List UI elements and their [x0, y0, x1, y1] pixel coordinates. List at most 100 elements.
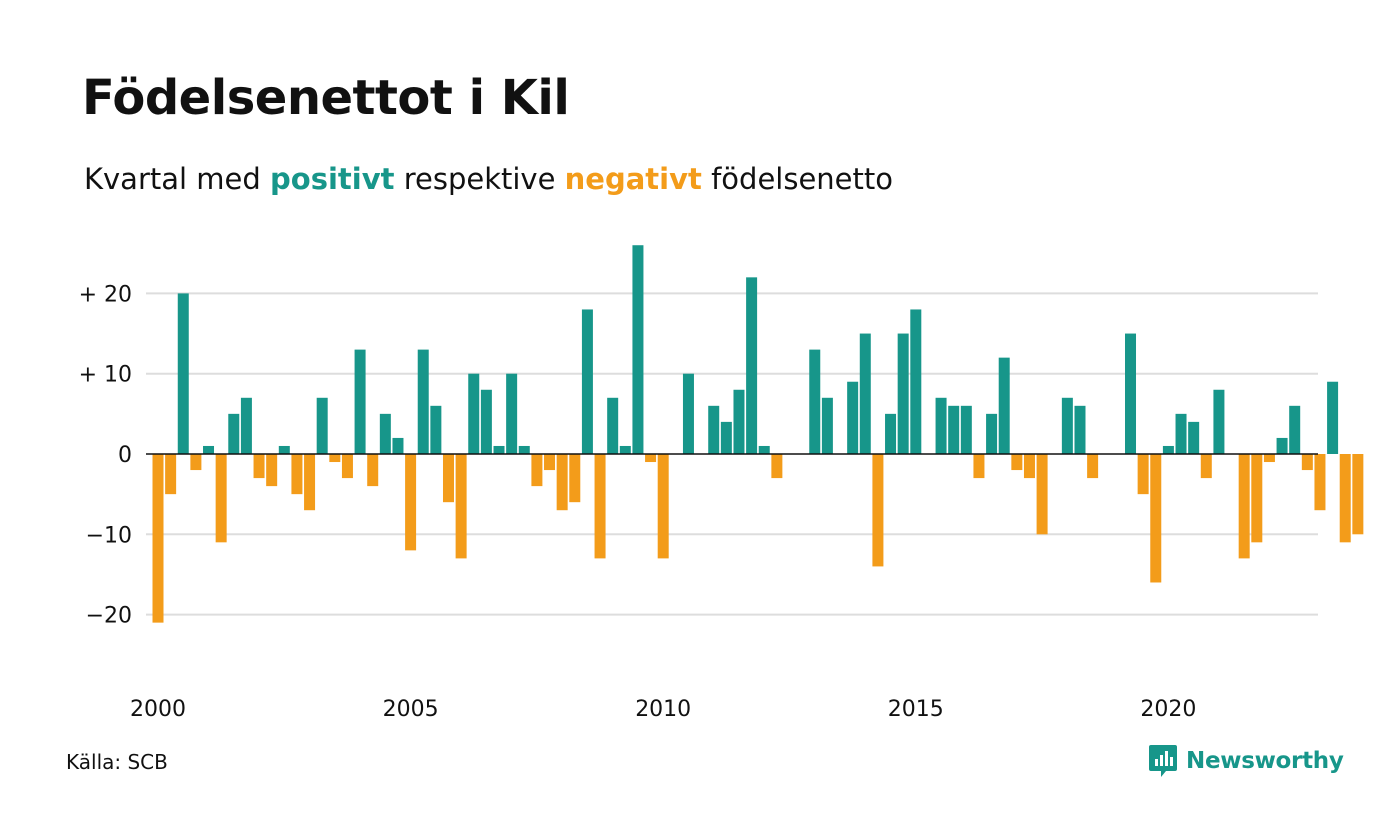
bar-2023Q1 — [1314, 454, 1326, 511]
bar-undefined — [1352, 454, 1364, 535]
bar-2012Q1 — [758, 445, 770, 454]
bar-2004Q4 — [392, 437, 404, 454]
y-tick-label: 0 — [118, 443, 132, 468]
newsworthy-logo-icon — [1149, 745, 1177, 777]
bar-2009Q2 — [619, 445, 631, 454]
bar-2004Q1 — [354, 349, 366, 454]
subtitle-negative-keyword: negativt — [564, 162, 702, 196]
bar-2018Q2 — [1074, 405, 1086, 454]
bar-2022Q2 — [1276, 437, 1288, 454]
bar-2023Q2 — [1327, 381, 1339, 454]
bar-2005Q2 — [417, 349, 429, 454]
bar-2000Q3 — [177, 293, 189, 454]
bar-2000Q4 — [190, 454, 202, 471]
source-note: Källa: SCB — [66, 750, 168, 774]
subtitle-middle: respektive — [394, 162, 565, 196]
newsworthy-logo[interactable]: Newsworthy — [1148, 744, 1344, 778]
bar-2016Q1 — [960, 405, 972, 454]
y-axis-ticks: + 20 + 10 0 −10 −20 — [79, 282, 132, 628]
bar-2013Q2 — [821, 397, 833, 454]
bar-2012Q2 — [771, 454, 783, 479]
bar-2004Q2 — [367, 454, 379, 487]
x-tick-label: 2010 — [635, 697, 691, 722]
bar-2002Q1 — [253, 454, 265, 479]
bar-2007Q3 — [531, 454, 543, 487]
bar-2006Q4 — [493, 445, 505, 454]
bar-2016Q2 — [973, 454, 985, 479]
chart-subtitle: Kvartal med positivt respektive negativt… — [84, 162, 893, 196]
bar-2008Q2 — [569, 454, 581, 503]
bar-2021Q3 — [1238, 454, 1250, 559]
bar-2017Q1 — [1011, 454, 1023, 471]
bar-2021Q4 — [1251, 454, 1263, 543]
bar-2017Q2 — [1023, 454, 1035, 479]
bar-2005Q3 — [430, 405, 442, 454]
bar-2017Q3 — [1036, 454, 1048, 535]
bar-2003Q3 — [329, 454, 341, 463]
bar-2014Q2 — [872, 454, 884, 567]
bar-2001Q3 — [228, 413, 240, 454]
bar-2008Q3 — [581, 309, 593, 454]
bar-2007Q1 — [506, 373, 518, 454]
bar-2013Q4 — [847, 381, 859, 454]
bars — [152, 245, 1364, 623]
bar-2008Q1 — [556, 454, 568, 511]
bar-2011Q2 — [720, 421, 732, 454]
bar-2002Q4 — [291, 454, 303, 495]
bar-2009Q1 — [607, 397, 619, 454]
y-tick-label: + 10 — [79, 363, 132, 388]
bar-2001Q1 — [203, 445, 215, 454]
bar-2016Q3 — [986, 413, 998, 454]
bar-2020Q3 — [1188, 421, 1200, 454]
bar-2011Q4 — [746, 277, 758, 454]
bar-2008Q4 — [594, 454, 606, 559]
subtitle-suffix: födelsenetto — [701, 162, 893, 196]
gridlines — [146, 292, 1318, 616]
y-tick-label: + 20 — [79, 282, 132, 307]
bar-2007Q4 — [544, 454, 556, 471]
bar-2003Q2 — [316, 397, 328, 454]
bar-2009Q4 — [645, 454, 657, 463]
bar-2009Q3 — [632, 245, 644, 454]
bar-2001Q4 — [240, 397, 252, 454]
bar-2011Q3 — [733, 389, 745, 454]
newsworthy-logo-text: Newsworthy — [1186, 748, 1344, 774]
bar-2011Q1 — [708, 405, 720, 454]
bar-2002Q2 — [266, 454, 278, 487]
x-tick-label: 2005 — [383, 697, 439, 722]
bar-2004Q3 — [379, 413, 391, 454]
y-tick-label: −20 — [86, 604, 132, 629]
x-axis-ticks: 2000 2005 2010 2015 2020 — [130, 697, 1196, 722]
x-tick-label: 2015 — [888, 697, 944, 722]
bar-2006Q2 — [468, 373, 480, 454]
subtitle-prefix: Kvartal med — [84, 162, 271, 196]
bar-2001Q2 — [215, 454, 227, 543]
bar-2014Q4 — [897, 333, 909, 454]
bar-2014Q3 — [885, 413, 897, 454]
bar-2006Q3 — [480, 389, 492, 454]
bar-2022Q3 — [1289, 405, 1301, 454]
bar-2015Q4 — [948, 405, 960, 454]
bar-2015Q1 — [910, 309, 922, 454]
bar-2014Q1 — [859, 333, 871, 454]
bar-2018Q3 — [1087, 454, 1099, 479]
bar-2019Q4 — [1150, 454, 1162, 583]
bar-2007Q2 — [518, 445, 530, 454]
bar-2000Q1 — [152, 454, 164, 623]
bar-2022Q1 — [1263, 454, 1275, 463]
bar-2019Q2 — [1125, 333, 1137, 454]
y-tick-label: −10 — [86, 523, 132, 548]
bar-2010Q3 — [682, 373, 694, 454]
bar-2010Q1 — [657, 454, 669, 559]
bar-2021Q1 — [1213, 389, 1225, 454]
x-tick-label: 2020 — [1140, 697, 1196, 722]
subtitle-positive-keyword: positivt — [270, 162, 395, 196]
bar-2003Q4 — [341, 454, 353, 479]
bar-2005Q4 — [442, 454, 454, 503]
bar-2020Q4 — [1200, 454, 1212, 479]
bar-2020Q2 — [1175, 413, 1187, 454]
bar-2013Q1 — [809, 349, 821, 454]
bar-2022Q4 — [1301, 454, 1313, 471]
chart-title: Födelsenettot i Kil — [82, 70, 570, 126]
bar-2016Q4 — [998, 357, 1010, 454]
